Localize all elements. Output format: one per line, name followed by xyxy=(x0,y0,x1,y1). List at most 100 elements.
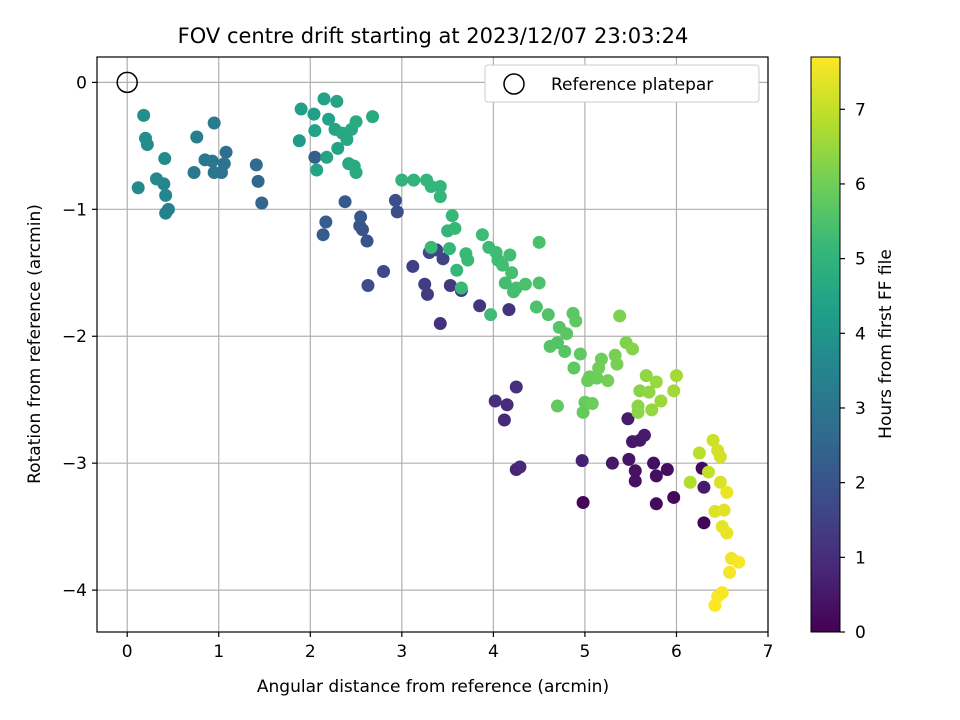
data-points xyxy=(131,92,746,612)
data-point xyxy=(550,399,564,413)
data-point xyxy=(576,496,590,510)
data-point xyxy=(249,158,263,172)
data-point xyxy=(443,278,457,292)
data-point xyxy=(585,397,599,411)
legend-box xyxy=(484,64,760,103)
data-point xyxy=(518,277,532,291)
data-point xyxy=(639,369,653,383)
data-point xyxy=(645,403,659,417)
data-point xyxy=(340,133,354,147)
data-point xyxy=(502,303,516,317)
data-point xyxy=(198,153,212,167)
data-point xyxy=(322,112,336,126)
legend-label: Reference platepar xyxy=(551,75,713,95)
data-point xyxy=(139,131,153,145)
data-point xyxy=(496,258,510,272)
data-point xyxy=(308,150,322,164)
data-point xyxy=(613,309,627,323)
colorbar-ticks: 0 1 2 3 4 5 6 7 xyxy=(840,100,866,643)
data-point xyxy=(601,374,615,388)
data-point xyxy=(569,314,583,328)
data-point xyxy=(732,555,746,569)
data-point xyxy=(560,327,574,341)
data-point xyxy=(683,475,697,489)
data-point xyxy=(484,308,498,322)
data-point xyxy=(558,344,572,358)
data-point xyxy=(628,464,642,478)
y-tick-label: 0 xyxy=(76,73,87,93)
data-point xyxy=(667,384,681,398)
data-point xyxy=(717,503,731,517)
data-point xyxy=(360,234,374,248)
data-point xyxy=(723,565,737,579)
data-point xyxy=(697,516,711,530)
colorbar xyxy=(810,56,841,633)
data-point xyxy=(567,361,581,375)
reference-platepar-marker xyxy=(116,71,138,94)
x-tick-label: 3 xyxy=(396,642,407,662)
data-point xyxy=(706,433,720,447)
data-point xyxy=(701,465,715,479)
colorbar-tick-label: 7 xyxy=(855,100,866,120)
data-point xyxy=(697,480,711,494)
data-point xyxy=(159,206,173,220)
data-point xyxy=(503,248,517,262)
data-point xyxy=(667,490,681,504)
data-point xyxy=(473,299,487,313)
data-point xyxy=(292,134,306,148)
data-point xyxy=(649,497,663,511)
data-point xyxy=(137,108,151,122)
colorbar-tick-label: 4 xyxy=(855,324,866,344)
data-point xyxy=(649,469,663,483)
data-point xyxy=(150,172,164,186)
data-point xyxy=(513,460,527,474)
data-point xyxy=(573,347,587,361)
data-point xyxy=(498,276,512,290)
data-point xyxy=(310,163,324,177)
data-point xyxy=(349,166,363,180)
data-point xyxy=(631,405,645,419)
data-point xyxy=(505,266,519,280)
data-point xyxy=(308,124,322,138)
reference-marker xyxy=(116,71,138,94)
data-point xyxy=(654,394,668,408)
colorbar-tick-label: 0 xyxy=(855,623,866,643)
data-point xyxy=(319,215,333,229)
colorbar-tick-label: 1 xyxy=(855,548,866,568)
x-tick-label: 0 xyxy=(122,642,133,662)
data-point xyxy=(307,107,321,121)
legend: Reference platepar xyxy=(484,64,760,103)
data-point xyxy=(713,450,727,464)
x-tick-label: 7 xyxy=(763,642,774,662)
data-point xyxy=(159,188,173,202)
x-tick-label: 4 xyxy=(488,642,499,662)
data-point xyxy=(424,179,438,193)
x-tick-label: 5 xyxy=(580,642,591,662)
data-point xyxy=(418,277,432,291)
data-point xyxy=(576,405,590,419)
data-point xyxy=(420,287,434,301)
data-point xyxy=(433,317,447,331)
data-point xyxy=(529,300,543,314)
data-point xyxy=(532,276,546,290)
data-point xyxy=(366,110,380,124)
data-point xyxy=(131,181,145,195)
x-tick-label: 2 xyxy=(305,642,316,662)
data-point xyxy=(669,369,683,383)
data-point xyxy=(361,278,375,292)
data-point xyxy=(642,385,656,399)
x-tick-label: 1 xyxy=(213,642,224,662)
colorbar-tick-label: 3 xyxy=(855,399,866,419)
data-point xyxy=(219,145,233,159)
data-point xyxy=(660,463,674,477)
data-point xyxy=(316,228,330,242)
data-point xyxy=(158,152,172,166)
data-point xyxy=(497,413,511,427)
data-point xyxy=(317,92,331,106)
data-point xyxy=(331,141,345,155)
data-point xyxy=(294,102,308,116)
data-point xyxy=(442,242,456,256)
data-point xyxy=(649,375,663,389)
data-point xyxy=(692,446,706,460)
